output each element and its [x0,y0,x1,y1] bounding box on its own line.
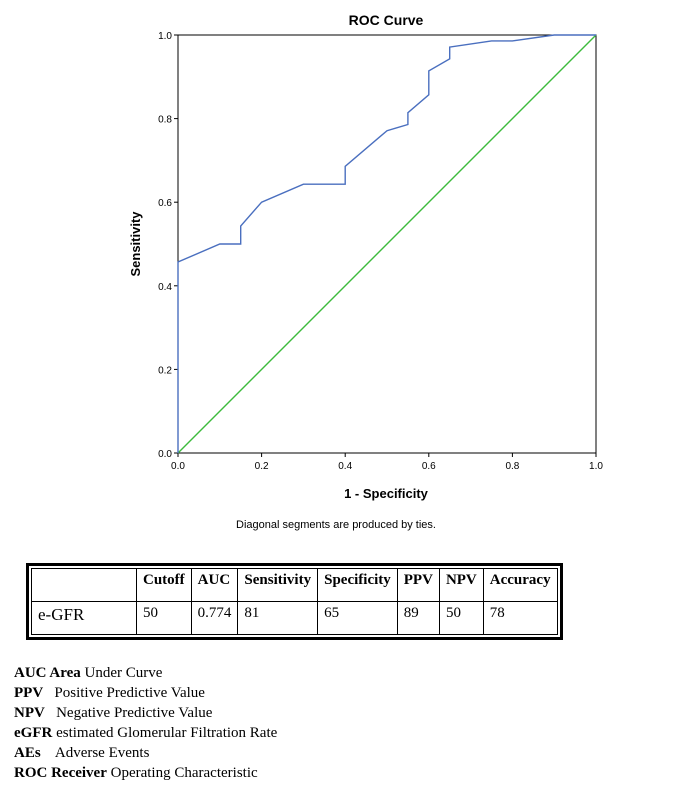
table-row: e-GFR 50 0.774 81 65 89 50 78 [31,601,558,635]
y-tick-label: 0.4 [158,282,172,293]
x-tick-label: 0.4 [338,461,352,472]
table-cell-auc: 0.774 [190,601,239,635]
table-header-npv: NPV [438,568,484,602]
table-header-row: Cutoff AUC Sensitivity Specificity PPV N… [31,568,558,602]
table-header-auc: AUC [190,568,239,602]
x-tick-label: 0.0 [171,461,185,472]
stats-table-frame: Cutoff AUC Sensitivity Specificity PPV N… [26,563,563,640]
plot-area: 0.0 0.2 0.4 0.6 0.8 1.0 0.0 0.2 0.4 0.6 0.8 1.0 [158,31,603,472]
list-item: AUC Area Under Curve [14,663,277,683]
table-header-ppv: PPV [396,568,440,602]
x-tick-label: 1.0 [589,461,603,472]
abbrev-term: AEs [14,745,41,761]
x-tick-label: 0.2 [255,461,269,472]
y-tick-label: 0.0 [158,449,172,460]
table-cell-cutoff: 50 [136,601,192,635]
plot-frame [177,34,597,454]
table-header-cutoff: Cutoff [136,568,192,602]
table-cell-label: e-GFR [31,601,137,635]
roc-chart: ROC Curve 0.0 0.2 0.4 0.6 0.8 1.0 0.0 0.2 0.4 0.6… [128,12,603,531]
chart-title: ROC Curve [349,12,424,28]
roc-curve-line [177,34,596,453]
reference-line [177,34,597,454]
chart-footnote: Diagonal segments are produced by ties. [236,519,436,531]
abbrev-term: eGFR [14,725,53,741]
list-item: ROC Receiver Operating Characteristic [14,763,277,783]
y-tick-label: 0.6 [158,198,172,209]
abbreviation-list: AUC Area Under Curve PPV Positive Predic… [14,663,277,783]
table-header-sensitivity: Sensitivity [237,568,319,602]
abbrev-term: AUC Area [14,665,81,681]
y-tick-label: 0.8 [158,115,172,126]
abbrev-def: Positive Predictive Value [43,685,205,701]
abbrev-def: Adverse Events [40,745,150,761]
abbrev-def: Operating Characteristic [106,765,258,781]
list-item: AEs Adverse Events [14,743,277,763]
table-cell-sensitivity: 81 [237,601,319,635]
y-tick-label: 0.2 [158,365,172,376]
table-header-empty [31,568,137,602]
list-item: PPV Positive Predictive Value [14,683,277,703]
table-header-specificity: Specificity [317,568,398,602]
x-axis-label: 1 - Specificity [344,486,429,501]
abbrev-term: ROC Receiver [14,765,107,781]
table-header-accuracy: Accuracy [482,568,558,602]
stats-table: Cutoff AUC Sensitivity Specificity PPV N… [31,568,558,635]
abbrev-def: Under Curve [80,665,163,681]
table-cell-accuracy: 78 [482,601,558,635]
table-cell-ppv: 89 [396,601,440,635]
x-tick-label: 0.8 [505,461,519,472]
table-cell-npv: 50 [438,601,484,635]
abbrev-term: NPV [14,705,45,721]
list-item: NPV Negative Predictive Value [14,703,277,723]
abbrev-def: Negative Predictive Value [44,705,213,721]
table-cell-specificity: 65 [317,601,398,635]
x-tick-label: 0.6 [422,461,436,472]
y-tick-label: 1.0 [158,31,172,42]
abbrev-term: PPV [14,685,44,701]
y-axis-label: Sensitivity [128,211,143,277]
list-item: eGFR estimated Glomerular Filtration Rat… [14,723,277,743]
abbrev-def: estimated Glomerular Filtration Rate [52,725,278,741]
